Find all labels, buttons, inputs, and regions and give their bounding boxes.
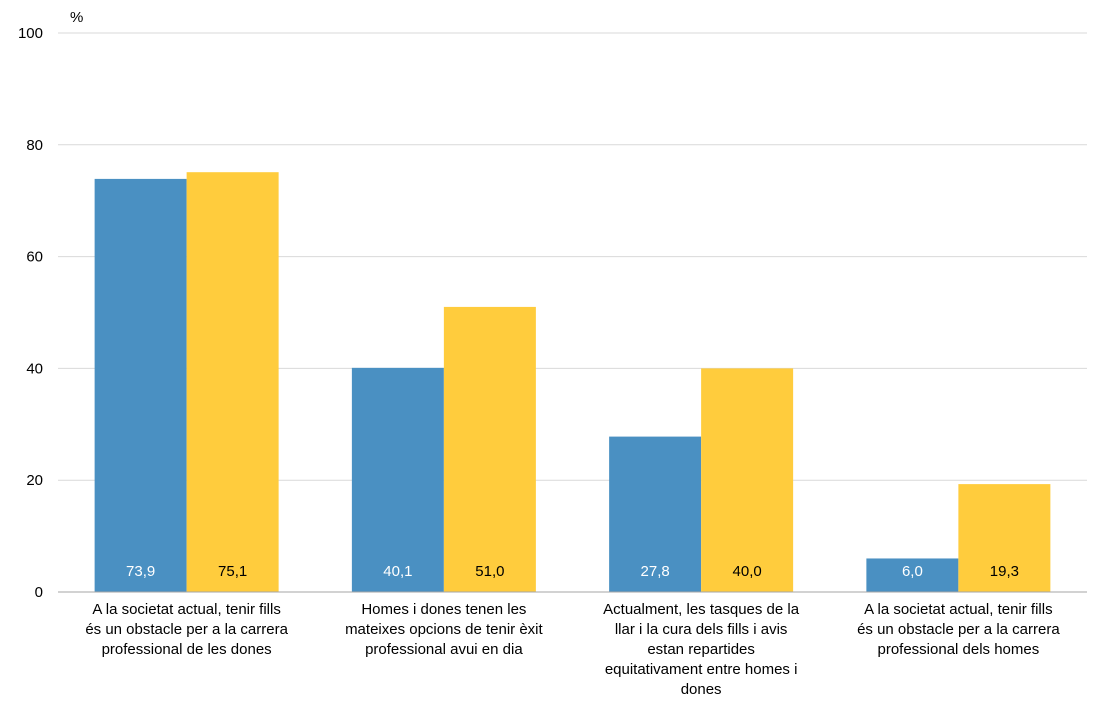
y-tick-label: 40	[26, 360, 43, 377]
category-label: Homes i dones tenen les mateixes opcions …	[345, 601, 543, 658]
data-label: 6,0	[902, 563, 923, 580]
data-label: 51,0	[475, 563, 504, 580]
bar	[351, 367, 444, 592]
category-label: Actualment, les tasques de la llar i la c…	[603, 601, 800, 698]
data-labels: 73,9 40,1 27,8 6,0 75,1 51,0 40,0 19,3	[126, 563, 1019, 580]
data-label: 40,1	[383, 563, 412, 580]
bars	[94, 172, 1051, 593]
category-labels: A la societat actual, tenir fills és un o…	[85, 601, 1060, 698]
data-label: 75,1	[218, 563, 247, 580]
bar	[609, 436, 702, 592]
y-tick-label: 80	[26, 137, 43, 154]
bar	[866, 558, 959, 592]
bar	[443, 306, 536, 592]
y-tick-label: 20	[26, 472, 43, 489]
data-label: 73,9	[126, 563, 155, 580]
category-label: A la societat actual, tenir fills és un o…	[857, 601, 1060, 658]
bar	[94, 178, 187, 593]
y-axis-label: %	[70, 9, 83, 26]
category-label: A la societat actual, tenir fills és un o…	[85, 601, 288, 658]
y-tick-label: 60	[26, 249, 43, 266]
y-tick-label: 0	[35, 584, 43, 601]
bar	[958, 484, 1051, 592]
bar	[701, 368, 794, 592]
data-label: 40,0	[733, 563, 762, 580]
data-label: 27,8	[641, 563, 670, 580]
y-tick-label: 100	[18, 25, 43, 42]
bar	[186, 172, 279, 593]
y-axis-ticks: 0 20 40 60 80 100	[18, 25, 43, 601]
data-label: 19,3	[990, 563, 1019, 580]
